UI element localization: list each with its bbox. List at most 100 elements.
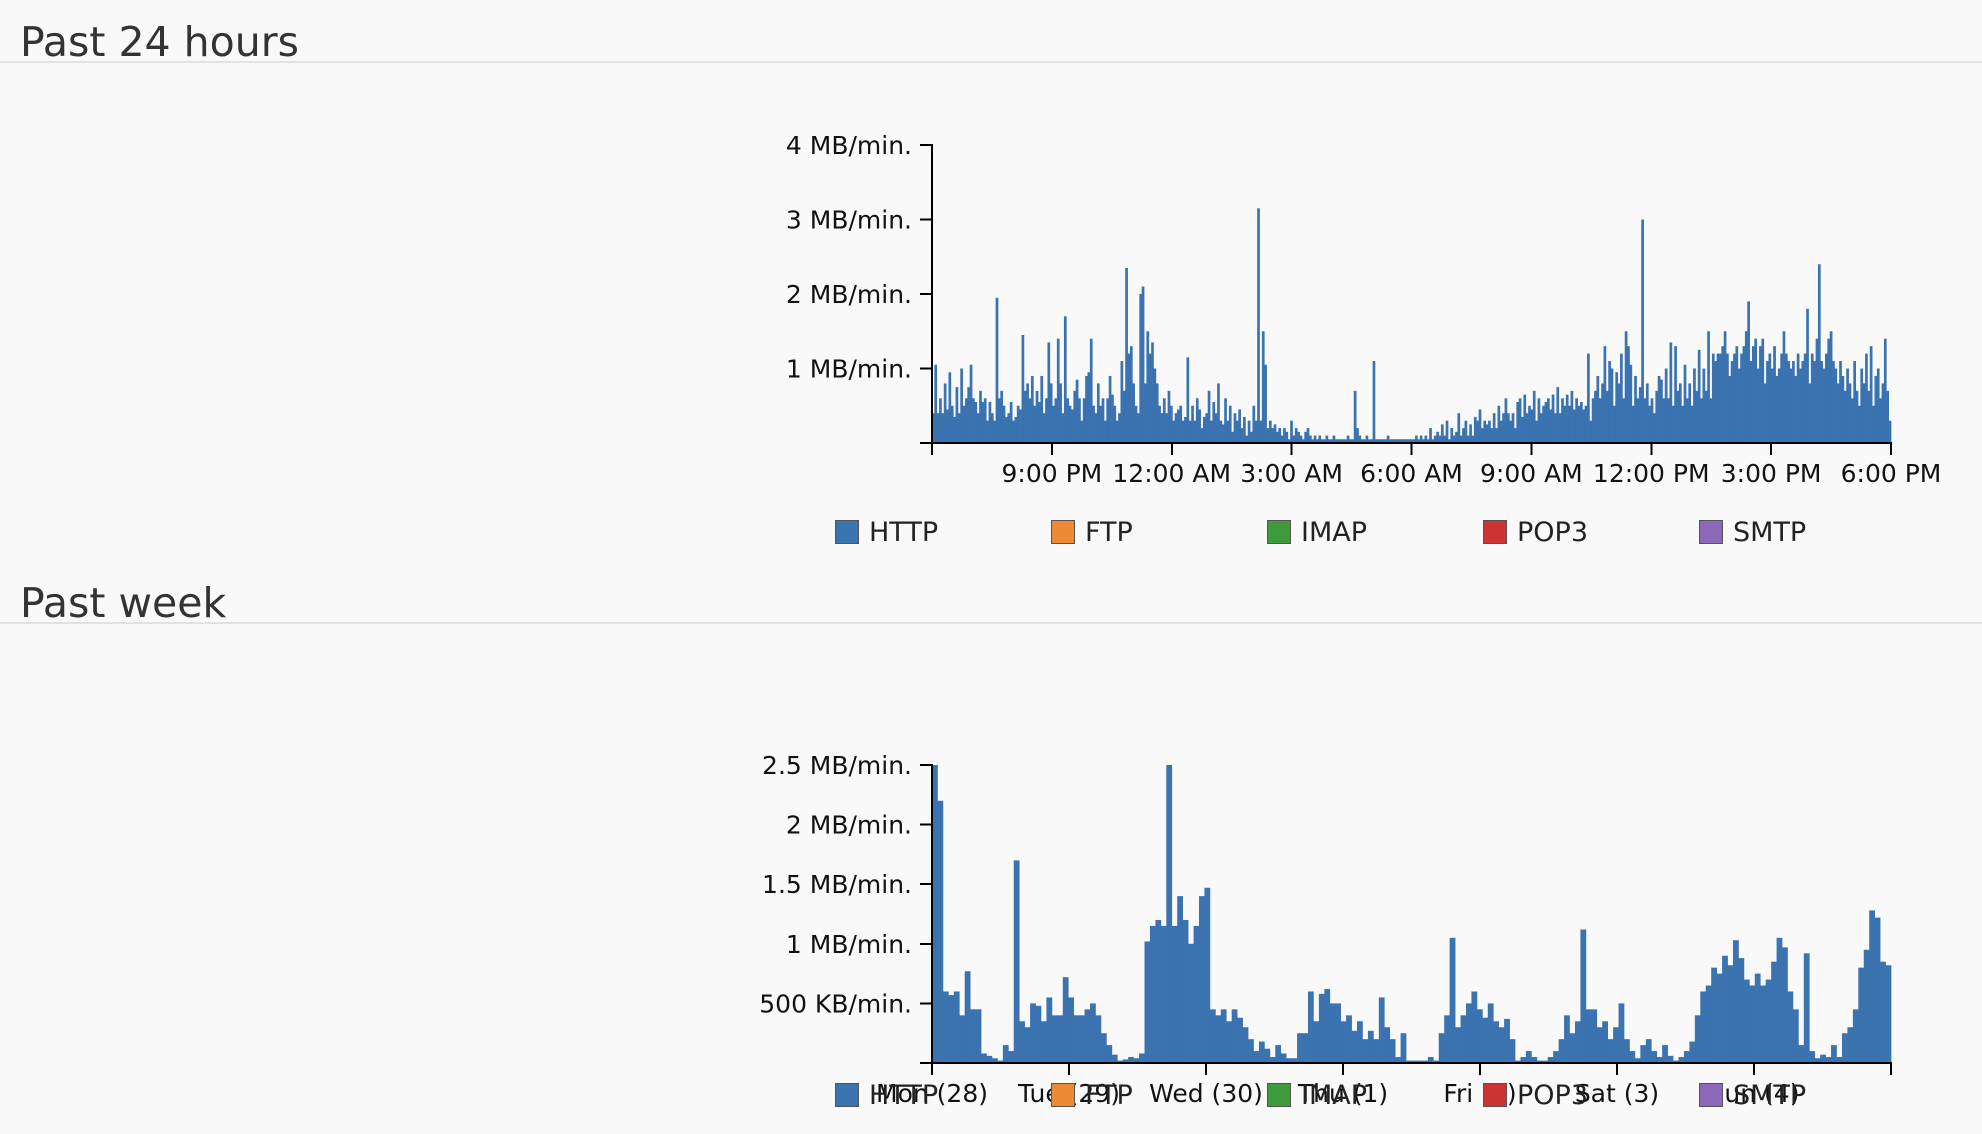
bar-http <box>1450 428 1454 443</box>
bar-http <box>1872 405 1875 443</box>
bar-http <box>1789 368 1793 443</box>
bar-http <box>934 364 938 443</box>
bar-http <box>1238 409 1242 443</box>
bar-http <box>1808 383 1812 443</box>
bar-http <box>1602 1021 1609 1063</box>
legend-item-pop3: POP3 <box>1483 1080 1699 1111</box>
bar-http <box>1843 390 1847 443</box>
bar-http <box>1598 398 1602 443</box>
bar-http <box>1558 413 1562 443</box>
bar-http <box>1662 398 1666 443</box>
bar-http <box>1266 428 1270 443</box>
bar-http <box>1084 1009 1091 1063</box>
bar-http <box>1106 398 1110 443</box>
section-past-24-hours: Past 24 hours 1 MB/min. 2 MB/min. 3 MB/min… <box>0 0 1982 560</box>
y-tick-label: 2 MB/min. <box>786 280 912 309</box>
bar-http <box>1365 435 1369 443</box>
bar-http <box>1372 361 1376 443</box>
bar-http <box>1313 1021 1320 1063</box>
bar-http <box>1035 1005 1042 1063</box>
bar-http <box>1367 1030 1374 1063</box>
bar-http <box>1045 398 1048 443</box>
bar-http <box>997 398 1001 443</box>
bar-http <box>1327 439 1331 443</box>
bar-http <box>1149 925 1156 1063</box>
bar-http <box>1792 361 1795 443</box>
bar-http <box>1019 409 1022 443</box>
bar-http <box>1403 439 1406 443</box>
x-tick-label: 12:00 PM <box>1593 459 1710 488</box>
bar-http <box>1794 375 1798 443</box>
bar-http <box>1122 390 1126 443</box>
bar-http <box>1653 413 1656 443</box>
bar-http <box>1645 383 1649 443</box>
bar-http <box>1678 383 1682 443</box>
bar-http <box>1782 331 1786 443</box>
bar-http <box>1716 973 1723 1063</box>
bar-http <box>1332 435 1336 443</box>
bar-http <box>1495 428 1498 443</box>
legend-past-24-hours: HTTP FTP IMAP POP3 SMTP <box>835 514 1915 550</box>
bar-http <box>1514 428 1517 443</box>
bar-http <box>1419 435 1423 443</box>
bar-http <box>990 413 994 443</box>
bar-http <box>1209 1009 1216 1063</box>
bar-http <box>1188 943 1194 1063</box>
bar-http <box>1386 435 1390 443</box>
bar-http <box>972 398 975 443</box>
legend-label: FTP <box>1085 1079 1133 1111</box>
bar-http <box>1195 398 1199 443</box>
bar-http <box>969 364 973 443</box>
bar-http <box>1358 435 1362 443</box>
bar-http <box>1106 1045 1113 1063</box>
bar-http <box>1292 435 1296 443</box>
x-tick-label: 6:00 PM <box>1841 459 1942 488</box>
bar-http <box>1243 416 1246 443</box>
bar-http <box>1488 420 1491 443</box>
bar-http <box>1030 1003 1036 1063</box>
bar-http <box>1676 390 1680 443</box>
bar-http <box>1427 1057 1434 1063</box>
bar-http <box>1641 219 1644 443</box>
bar-http <box>1040 1021 1047 1063</box>
bar-http <box>1079 1015 1085 1063</box>
bar-http <box>1702 368 1706 443</box>
bar-http <box>1400 1033 1407 1063</box>
bar-http <box>1283 428 1286 443</box>
bar-http <box>1198 409 1201 443</box>
bar-http <box>1846 368 1849 443</box>
legend-label: POP3 <box>1517 516 1588 548</box>
bar-http <box>1574 1021 1581 1063</box>
bar-http <box>1537 398 1541 443</box>
bar-http <box>1353 390 1357 443</box>
bar-http <box>1291 1058 1298 1063</box>
bar-http <box>1257 208 1260 443</box>
bar-http <box>1796 353 1800 443</box>
bar-http <box>1521 416 1524 443</box>
bar-http <box>1569 1033 1576 1063</box>
bar-http <box>1806 308 1809 443</box>
bar-http <box>1063 316 1067 443</box>
bar-http <box>1046 997 1053 1063</box>
bar-http <box>1258 1041 1265 1063</box>
bar-http <box>1615 372 1619 443</box>
bar-http <box>1087 372 1091 443</box>
legend-label: SMTP <box>1733 1079 1807 1111</box>
bar-http <box>1436 431 1439 443</box>
bar-http <box>1117 1060 1124 1063</box>
bar-http <box>1433 1060 1440 1063</box>
bar-http <box>1763 383 1767 443</box>
bar-http <box>1705 985 1712 1063</box>
bar-http <box>1276 431 1279 443</box>
bar-http <box>1049 383 1053 443</box>
bar-http <box>1667 398 1670 443</box>
bar-http <box>1360 439 1364 443</box>
bar-http <box>1648 405 1652 443</box>
bar-http <box>1589 420 1593 443</box>
bar-http <box>1504 398 1508 443</box>
bar-http <box>1273 424 1277 444</box>
bar-http <box>1563 405 1567 443</box>
legend-item-imap: IMAP <box>1267 1080 1483 1111</box>
bar-http <box>1111 1054 1118 1063</box>
bar-http <box>1678 1057 1685 1063</box>
